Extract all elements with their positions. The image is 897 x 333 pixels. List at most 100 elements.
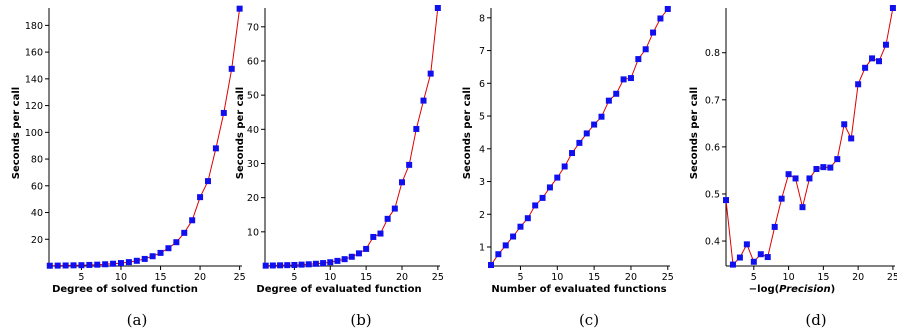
data-point: [305, 261, 312, 268]
y-tick-label: 5: [479, 112, 485, 123]
data-point: [848, 135, 855, 142]
x-axis-label-suffix: ): [831, 284, 836, 295]
data-point: [736, 254, 743, 261]
data-point: [642, 46, 649, 53]
data-point: [434, 5, 441, 11]
data-point: [62, 262, 69, 269]
y-axis-label: Seconds per call: [689, 87, 700, 179]
data-point: [834, 156, 841, 163]
data-point: [236, 5, 243, 12]
y-tick-label: 120: [25, 101, 43, 112]
data-point: [546, 184, 553, 191]
x-tick-label: 15: [817, 272, 829, 283]
data-point: [576, 139, 583, 146]
y-tick-label: 20: [31, 235, 43, 246]
x-axis-label: Degree of evaluated function: [256, 284, 421, 295]
x-tick-label: 10: [783, 272, 795, 283]
data-point: [561, 163, 568, 170]
data-point: [554, 174, 561, 181]
x-tick-label: 20: [194, 272, 206, 283]
y-tick-label: 80: [31, 155, 43, 166]
panel-b: Degree of evaluated function Seconds per…: [235, 5, 444, 329]
data-point: [743, 241, 750, 248]
x-tick-label: 15: [154, 272, 166, 283]
data-point: [813, 166, 820, 173]
panel-c: Number of evaluated functions Seconds pe…: [462, 5, 674, 329]
data-point: [54, 262, 61, 269]
data-point: [277, 262, 284, 269]
data-point: [141, 255, 148, 262]
data-point: [889, 5, 896, 11]
y-tick-label: 3: [479, 177, 485, 188]
data-point: [413, 125, 420, 132]
y-tick-label: 8: [479, 13, 485, 24]
data-point: [792, 175, 799, 182]
y-tick-label: 0.5: [705, 189, 720, 200]
y-tick-label: 40: [31, 208, 43, 219]
data-point: [228, 65, 235, 72]
y-axis-label: Seconds per call: [11, 87, 22, 179]
data-point: [355, 250, 362, 257]
y-tick-label: 0.6: [705, 142, 720, 153]
data-point: [341, 256, 348, 263]
data-point: [157, 249, 164, 256]
data-point: [532, 202, 539, 209]
x-axis-label-prefix: −log(: [749, 284, 779, 295]
data-point: [149, 253, 156, 260]
data-point: [869, 55, 876, 62]
data-point: [495, 251, 502, 258]
data-point: [78, 262, 85, 269]
y-tick-label: 50: [247, 91, 259, 102]
data-point: [882, 41, 889, 48]
data-point: [406, 161, 413, 168]
x-axis-label: Degree of solved function: [52, 284, 198, 295]
data-point: [510, 233, 517, 240]
y-tick-label: 160: [25, 48, 43, 59]
data-point: [517, 223, 524, 230]
data-point: [605, 97, 612, 104]
panel-d: −log(Precision) Seconds per call (d) 5 10…: [689, 5, 897, 329]
y-tick-label: 100: [25, 128, 43, 139]
data-point: [583, 130, 590, 137]
data-point: [598, 113, 605, 120]
data-point: [488, 262, 494, 269]
data-point: [841, 121, 848, 128]
data-point: [664, 5, 671, 12]
data-point: [269, 262, 276, 269]
data-point: [220, 109, 227, 116]
y-tick-label: 1: [479, 243, 485, 254]
data-point: [398, 179, 405, 186]
data-point: [94, 261, 101, 268]
x-tick-label: 5: [751, 272, 757, 283]
data-point: [384, 215, 391, 222]
data-point: [181, 229, 188, 236]
data-point: [785, 171, 792, 178]
series-line: [265, 7, 439, 267]
y-tick-label: 6: [479, 79, 485, 90]
data-point: [657, 15, 664, 22]
data-point: [377, 230, 384, 237]
data-point: [729, 261, 736, 268]
x-tick-label: 5: [78, 272, 84, 283]
x-tick-label: 10: [324, 272, 336, 283]
x-tick-label: 25: [887, 272, 897, 283]
y-tick-label: 7: [479, 46, 485, 57]
x-tick-label: 10: [115, 272, 127, 283]
panel-caption: (c): [579, 311, 599, 329]
x-tick-label: 15: [360, 272, 372, 283]
data-point: [370, 233, 377, 240]
data-point: [334, 257, 341, 264]
data-point: [110, 260, 117, 267]
y-tick-label: 60: [247, 56, 259, 67]
data-point: [70, 262, 77, 269]
data-point: [539, 194, 546, 201]
x-axis-label-italic: Precision: [779, 284, 830, 295]
data-point: [312, 260, 319, 267]
y-tick-label: 60: [31, 181, 43, 192]
data-point: [778, 195, 785, 202]
x-tick-label: 5: [517, 272, 523, 283]
x-tick-label: 25: [234, 272, 246, 283]
data-point: [327, 259, 334, 266]
x-tick-label: 25: [432, 272, 444, 283]
data-point: [650, 29, 657, 36]
